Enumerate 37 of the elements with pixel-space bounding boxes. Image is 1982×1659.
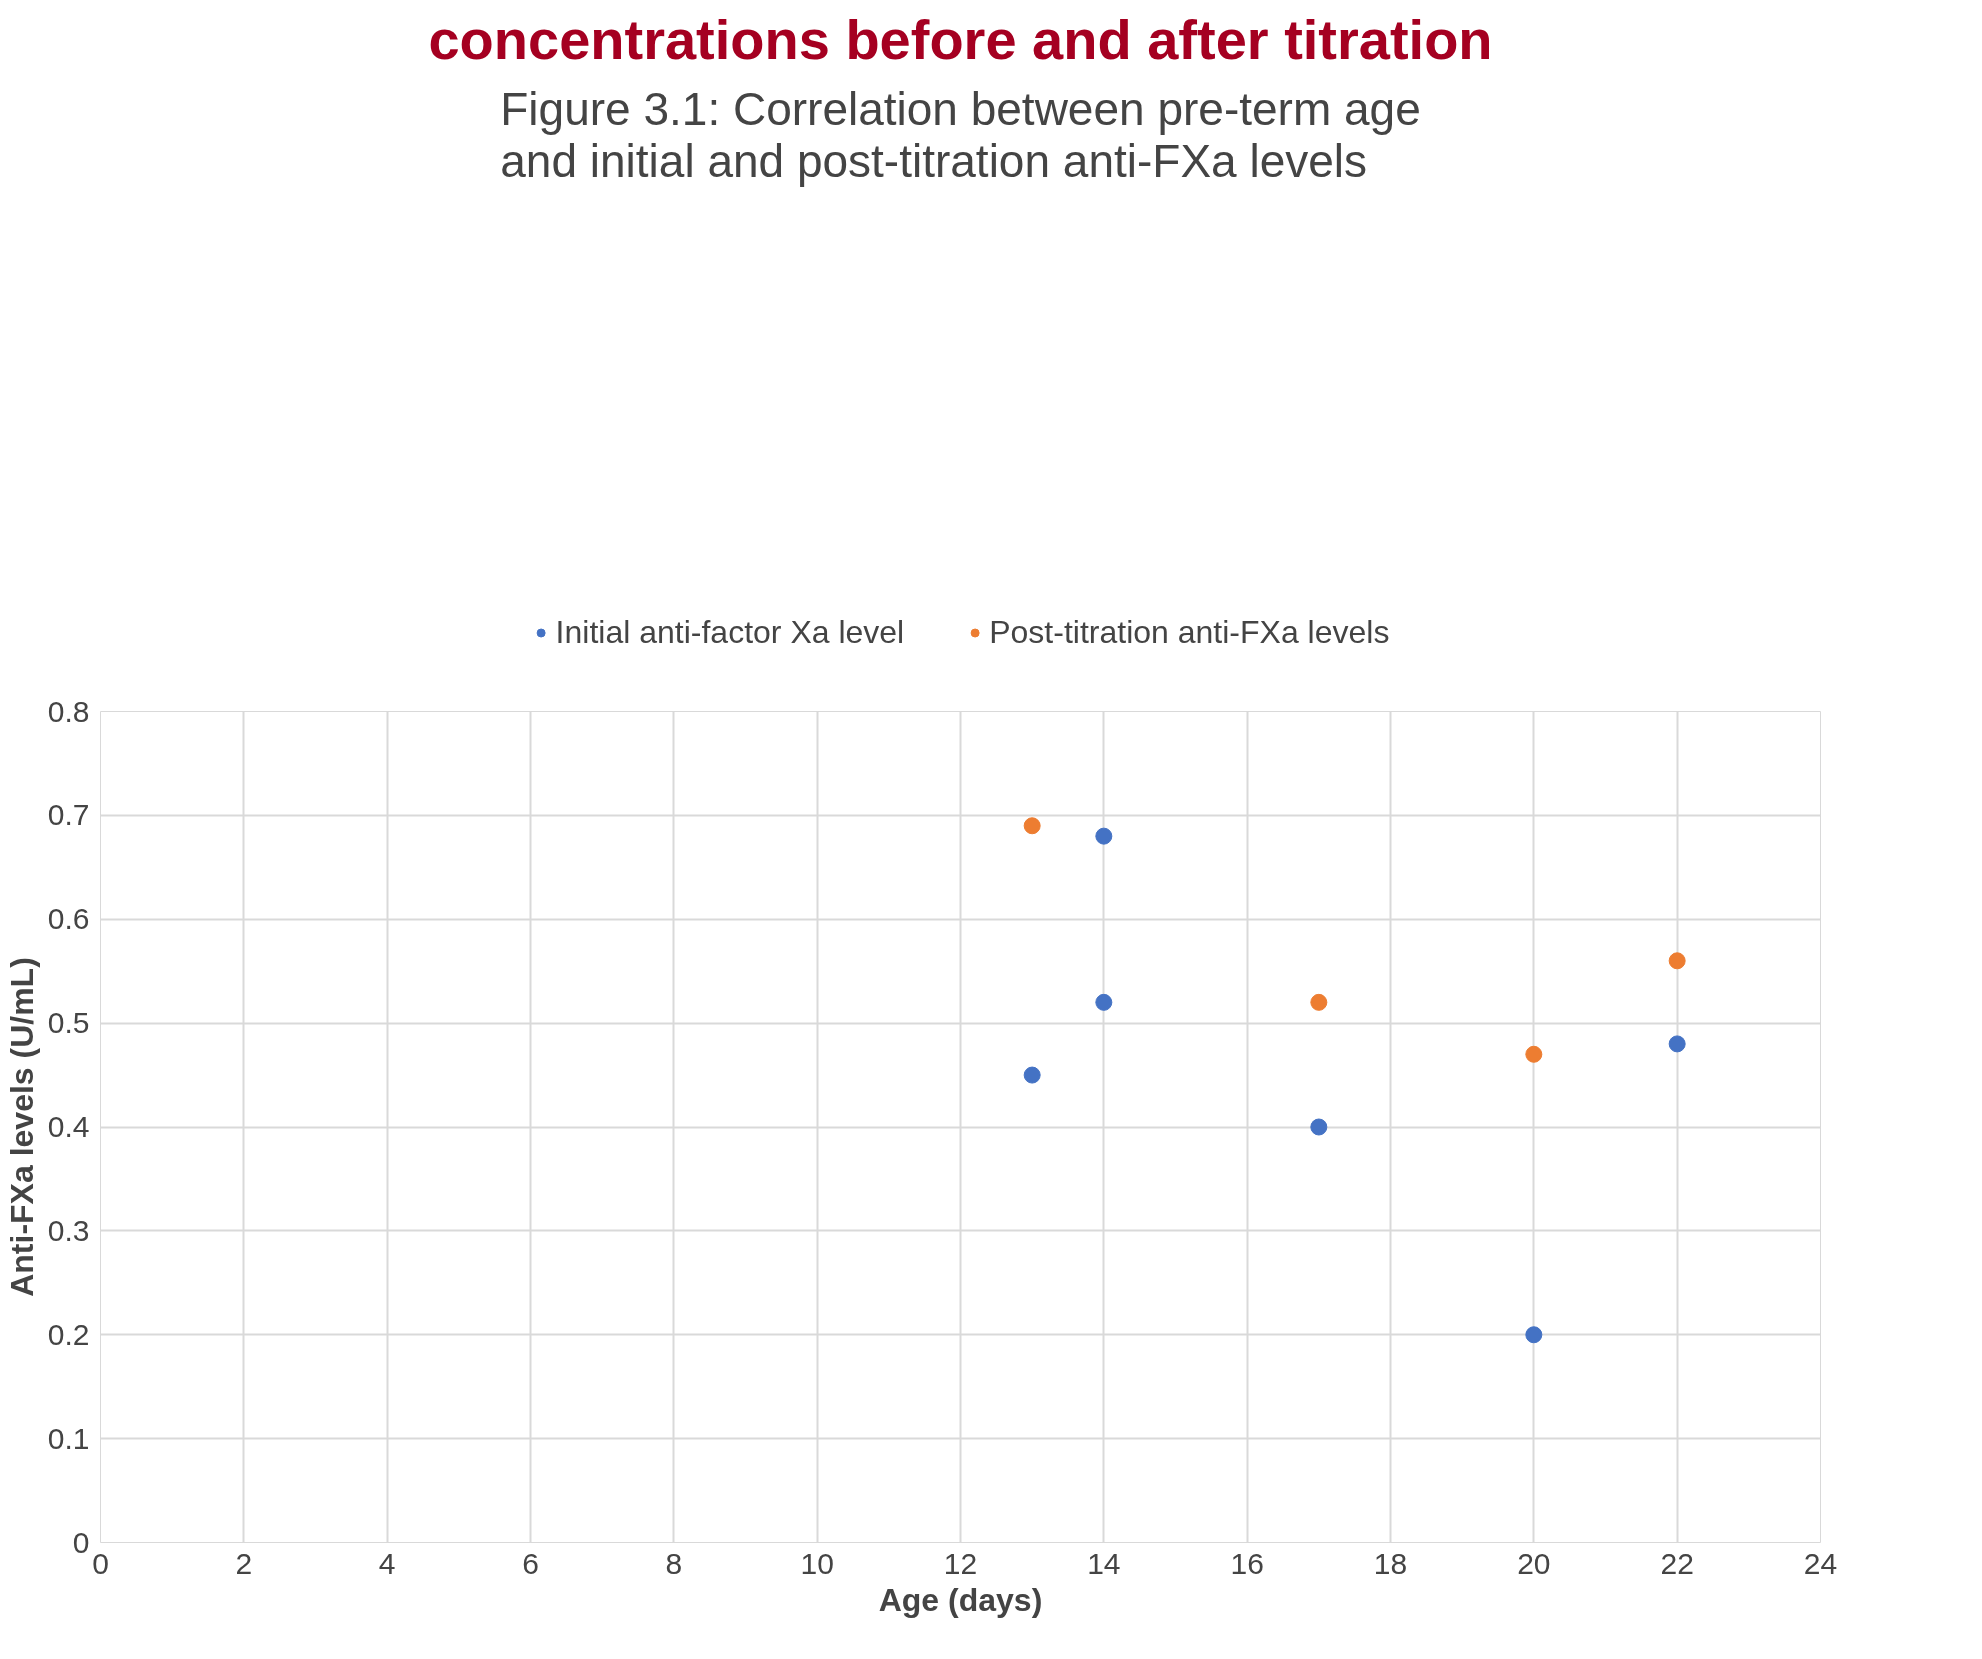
point (1023, 1066, 1041, 1084)
point (1310, 1118, 1328, 1136)
y-tick-label: 0.1 (47, 1421, 90, 1455)
y-tick-label: 0 (72, 1525, 90, 1559)
point (1525, 1326, 1543, 1344)
y-tick-label: 0.3 (47, 1213, 90, 1247)
y-tick-label: 0.2 (47, 1317, 90, 1351)
legend-label: Post-titration anti-FXa levels (989, 613, 1390, 651)
x-tick-label: 16 (1230, 1546, 1264, 1580)
x-tick-label: 8 (665, 1546, 683, 1580)
y-tick-label: 0.7 (47, 798, 90, 832)
y-tick-label: 0.5 (47, 1006, 90, 1040)
x-tick-label: 22 (1660, 1546, 1694, 1580)
point (1095, 827, 1113, 845)
point (1023, 817, 1041, 835)
point (1668, 1035, 1686, 1053)
y-axis-title: Anti-FXa levels (U/mL) (3, 957, 40, 1297)
point (1095, 993, 1113, 1011)
x-tick-label: 10 (800, 1546, 834, 1580)
x-tick-label: 6 (522, 1546, 539, 1580)
y-tick-label: 0.8 (47, 694, 90, 728)
x-tick-label: 14 (1087, 1546, 1121, 1580)
x-tick-label: 18 (1373, 1546, 1408, 1580)
x-tick-label: 4 (378, 1546, 396, 1580)
x-tick-label: 24 (1803, 1546, 1838, 1580)
text: concentrations before and after titration (428, 7, 1493, 71)
point (1310, 993, 1328, 1011)
point (1525, 1045, 1543, 1063)
x-tick-label: 2 (235, 1546, 253, 1580)
y-tick-label: 0.4 (47, 1110, 90, 1143)
x-tick-label: 20 (1517, 1546, 1551, 1580)
point (1668, 952, 1686, 970)
x-tick-label: 12 (943, 1546, 978, 1580)
x-axis-title: Age (days) (878, 1581, 1043, 1618)
legend-label: Initial anti-factor Xa level (555, 613, 905, 651)
y-tick-label: 0.6 (47, 902, 90, 936)
chart-title: Figure 3.1: Correlation between pre-term age and initial and post-titration anti-FXa levels (500, 82, 1421, 187)
